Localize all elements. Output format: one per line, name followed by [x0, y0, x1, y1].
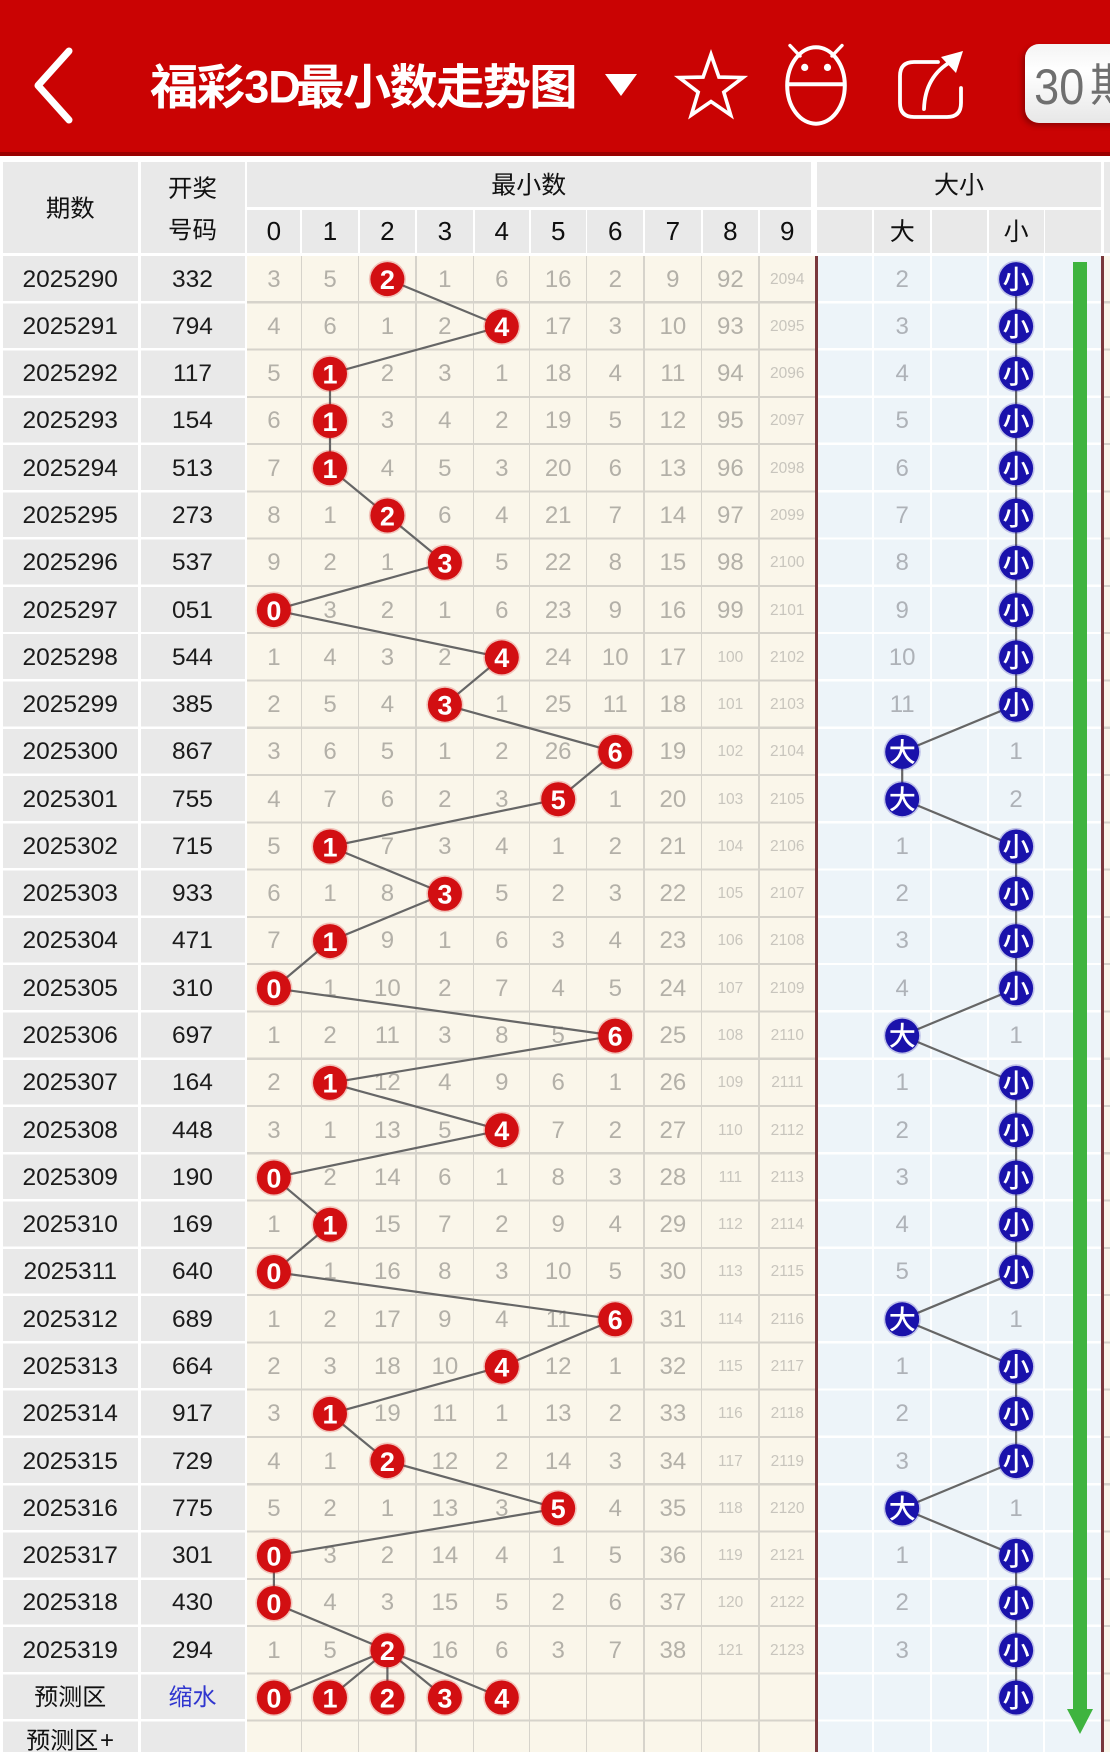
- svg-text:6: 6: [608, 1021, 623, 1051]
- svg-text:4: 4: [494, 312, 509, 342]
- svg-text:0: 0: [266, 1163, 281, 1193]
- svg-text:3: 3: [437, 549, 452, 579]
- svg-text:6: 6: [608, 738, 623, 768]
- svg-text:5: 5: [551, 1494, 566, 1524]
- svg-text:4: 4: [494, 1116, 509, 1146]
- svg-text:1: 1: [322, 832, 337, 862]
- svg-text:0: 0: [266, 1542, 281, 1572]
- svg-text:0: 0: [266, 596, 281, 626]
- svg-text:1: 1: [322, 1069, 337, 1099]
- svg-text:0: 0: [266, 1258, 281, 1288]
- svg-text:4: 4: [494, 1352, 509, 1382]
- svg-text:1: 1: [322, 454, 337, 484]
- svg-text:2: 2: [380, 1683, 395, 1713]
- svg-text:1: 1: [322, 927, 337, 957]
- svg-text:2: 2: [380, 1636, 395, 1666]
- svg-text:3D: 3D: [244, 62, 300, 113]
- svg-text:2: 2: [380, 501, 395, 531]
- svg-text:1: 1: [322, 407, 337, 437]
- svg-text:+: +: [100, 1727, 114, 1752]
- svg-text:1: 1: [322, 360, 337, 390]
- svg-text:2: 2: [380, 1447, 395, 1477]
- svg-text:2: 2: [380, 265, 395, 295]
- svg-text:0: 0: [266, 974, 281, 1004]
- svg-text:0: 0: [266, 1683, 281, 1713]
- svg-text:4: 4: [494, 1683, 509, 1713]
- svg-text:3: 3: [437, 1683, 452, 1713]
- svg-text:3: 3: [437, 691, 452, 721]
- svg-text:1: 1: [322, 1400, 337, 1430]
- svg-text:4: 4: [494, 643, 509, 673]
- svg-text:3: 3: [437, 880, 452, 910]
- svg-text:5: 5: [551, 785, 566, 815]
- svg-text:6: 6: [608, 1305, 623, 1335]
- svg-text:1: 1: [322, 1211, 337, 1241]
- svg-text:0: 0: [266, 1589, 281, 1619]
- svg-text:1: 1: [322, 1683, 337, 1713]
